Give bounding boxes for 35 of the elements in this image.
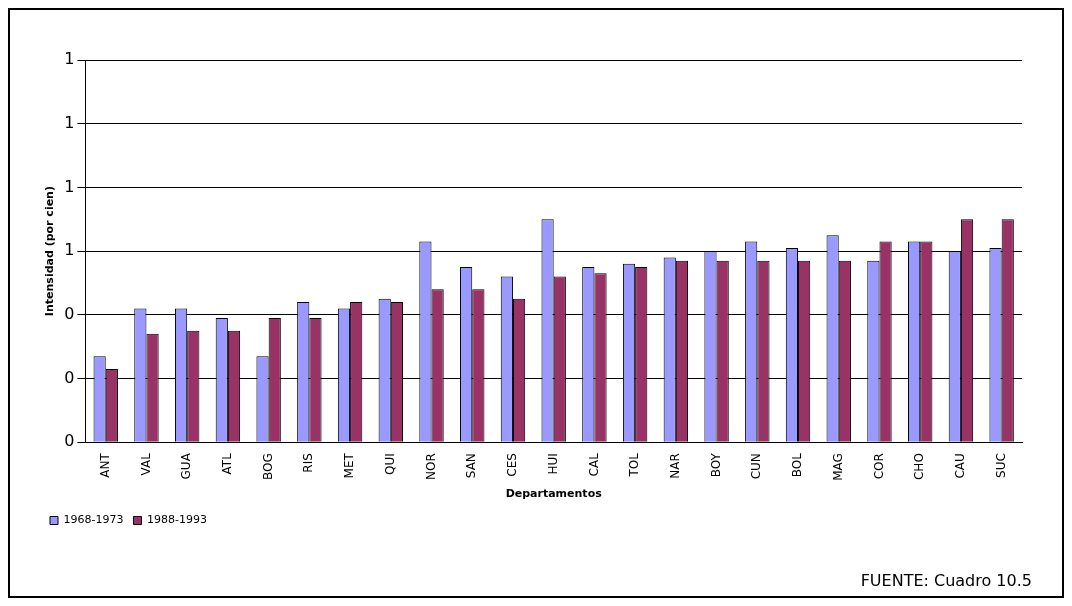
x-tick-label: QUI	[382, 453, 397, 475]
x-tick-label: NOR	[423, 453, 438, 480]
x-tick-label: ATL	[220, 452, 235, 475]
y-tick-label: 0	[64, 367, 75, 387]
x-tick-label: SUC	[993, 453, 1008, 478]
x-tick-label: SAN	[464, 453, 479, 479]
x-tick-label: CUN	[749, 453, 764, 480]
x-tick-label: CES	[505, 453, 520, 477]
y-tick-label: 0	[64, 303, 75, 323]
x-tick-label: COR	[871, 453, 886, 480]
x-tick-label: NAR	[667, 453, 682, 479]
y-tick-label: 0	[64, 431, 75, 451]
x-tick-label: BOG	[260, 453, 275, 480]
x-axis-title: Departamentos	[505, 487, 603, 501]
x-tick-label: CAL	[586, 452, 601, 477]
y-tick-label: 1	[64, 240, 75, 260]
x-tick-label: ANT	[97, 452, 112, 478]
legend-label: 1968-1973	[63, 513, 124, 527]
x-tick-label: RIS	[301, 453, 316, 473]
x-tick-label: MET	[342, 452, 357, 479]
x-tick-label: MAG	[830, 453, 845, 481]
y-axis-title: Intensidad (por cien)	[43, 186, 57, 317]
y-tick-label: 1	[64, 176, 75, 196]
legend-label: 1988-1993	[146, 513, 207, 527]
source-note: FUENTE: Cuadro 10.5	[860, 571, 1032, 591]
x-tick-label: VAL	[138, 452, 153, 476]
x-tick-label: BOL	[790, 452, 805, 478]
x-tick-label: CAU	[953, 453, 968, 479]
x-tick-label: BOY	[708, 452, 723, 478]
x-tick-label: CHO	[912, 453, 927, 481]
x-tick-label: HUI	[545, 453, 560, 475]
y-tick-label: 1	[64, 49, 75, 69]
x-tick-label: GUA	[179, 452, 194, 480]
y-tick-label: 1	[64, 112, 75, 132]
x-tick-label: TOL	[627, 452, 642, 478]
